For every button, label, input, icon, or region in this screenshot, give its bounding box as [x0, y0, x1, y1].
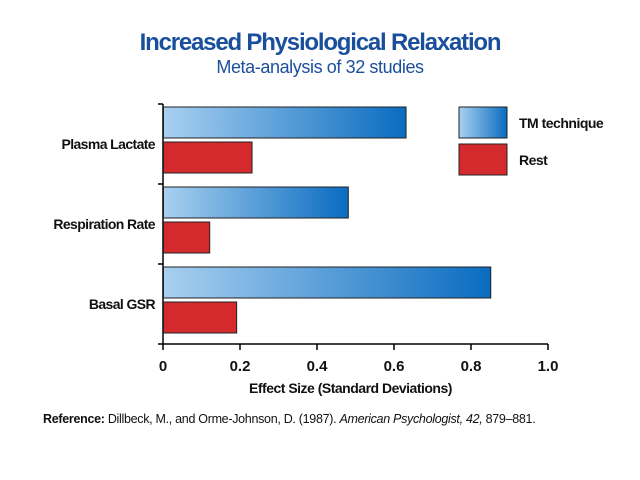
category-label: Basal GSR	[89, 296, 156, 312]
bar-tm-basal-gsr	[163, 266, 492, 299]
plot-area: 0 0.2 0.4 0.6 0.8 1.0 Effect Size (Standard De…	[53, 103, 559, 396]
legend-swatch-tm	[458, 106, 508, 139]
category-label: Plasma Lactate	[61, 136, 155, 152]
category-label: Respiration Rate	[53, 216, 155, 232]
legend-label-tm: TM technique	[519, 115, 604, 131]
legend: TM technique Rest	[458, 106, 604, 176]
reference: Reference: Dillbeck, M., and Orme-Johnso…	[43, 412, 623, 426]
legend-label-rest: Rest	[519, 152, 548, 168]
reference-label: Reference:	[43, 412, 105, 426]
x-tick-label: 0.2	[230, 358, 251, 375]
bar-rest-basal-gsr	[163, 301, 238, 334]
x-tick-label: 0.8	[461, 358, 482, 375]
x-tick-label: 1.0	[538, 358, 559, 375]
bar-rest-plasma-lactate	[163, 141, 253, 174]
bar-rest-respiration-rate	[163, 221, 211, 254]
reference-pages: 879–881.	[485, 412, 536, 426]
x-tick-label: 0.4	[307, 358, 329, 375]
legend-swatch-rest	[458, 143, 508, 176]
x-tick-label: 0	[159, 358, 167, 375]
chart-title: Increased Physiological Relaxation	[140, 29, 501, 56]
bar-tm-plasma-lactate	[163, 106, 407, 139]
reference-journal: American Psychologist, 42,	[339, 412, 483, 426]
x-axis-title: Effect Size (Standard Deviations)	[249, 380, 452, 396]
bar-tm-respiration-rate	[163, 186, 349, 219]
x-tick-label: 0.6	[384, 358, 405, 375]
reference-authors: Dillbeck, M., and Orme-Johnson, D. (1987…	[107, 412, 337, 426]
chart-subtitle: Meta-analysis of 32 studies	[216, 57, 424, 77]
